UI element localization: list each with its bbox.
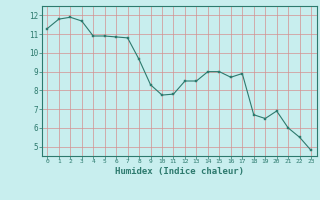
X-axis label: Humidex (Indice chaleur): Humidex (Indice chaleur) xyxy=(115,167,244,176)
